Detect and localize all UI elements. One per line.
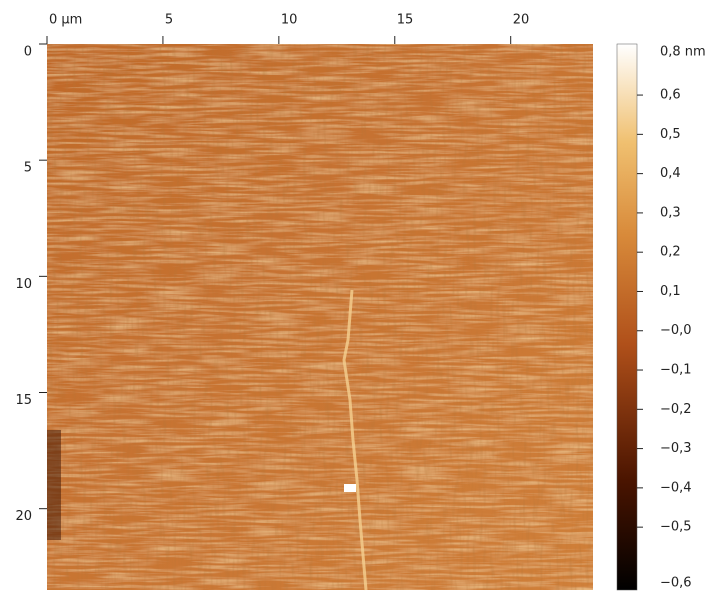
height-texture bbox=[47, 44, 593, 590]
colorbar-max-label: 0,8 nm bbox=[660, 45, 706, 60]
y-tick-label: 10 bbox=[15, 277, 32, 292]
afm-image bbox=[47, 44, 593, 591]
colorbar-tick-label: −0,2 bbox=[660, 402, 692, 417]
x-tick-label: 5 bbox=[165, 13, 173, 28]
colorbar-tick-label: −0,4 bbox=[660, 480, 692, 495]
colorbar-tick-label: 0,1 bbox=[660, 284, 681, 299]
colorbar-tick-label: −0,1 bbox=[660, 363, 692, 378]
y-tick-label: 5 bbox=[24, 161, 32, 176]
particle bbox=[344, 484, 356, 492]
colorbar-tick-label: 0,6 bbox=[660, 88, 681, 103]
colorbar-tick-label: −0,5 bbox=[660, 520, 692, 535]
y-tick-label: 0 bbox=[24, 45, 32, 60]
dark-edge bbox=[47, 430, 61, 540]
x-tick-label: 10 bbox=[281, 13, 298, 28]
colorbar bbox=[616, 43, 638, 591]
x-tick-label: 0 µm bbox=[49, 13, 82, 28]
colorbar-tick-label: −0,3 bbox=[660, 441, 692, 456]
colorbar-tick-label: 0,5 bbox=[660, 127, 681, 142]
colorbar-tick-label: 0,2 bbox=[660, 245, 681, 260]
colorbar-tick-label: 0,4 bbox=[660, 166, 681, 181]
step-edge bbox=[342, 289, 368, 591]
y-tick-label: 20 bbox=[15, 509, 32, 524]
colorbar-tick-label: 0,3 bbox=[660, 205, 681, 220]
x-tick-label: 15 bbox=[397, 13, 414, 28]
colorbar-min-label: −0,6 bbox=[660, 576, 692, 591]
y-tick-label: 15 bbox=[15, 393, 32, 408]
colorbar-tick-label: −0,0 bbox=[660, 323, 692, 338]
x-tick-label: 20 bbox=[513, 13, 530, 28]
